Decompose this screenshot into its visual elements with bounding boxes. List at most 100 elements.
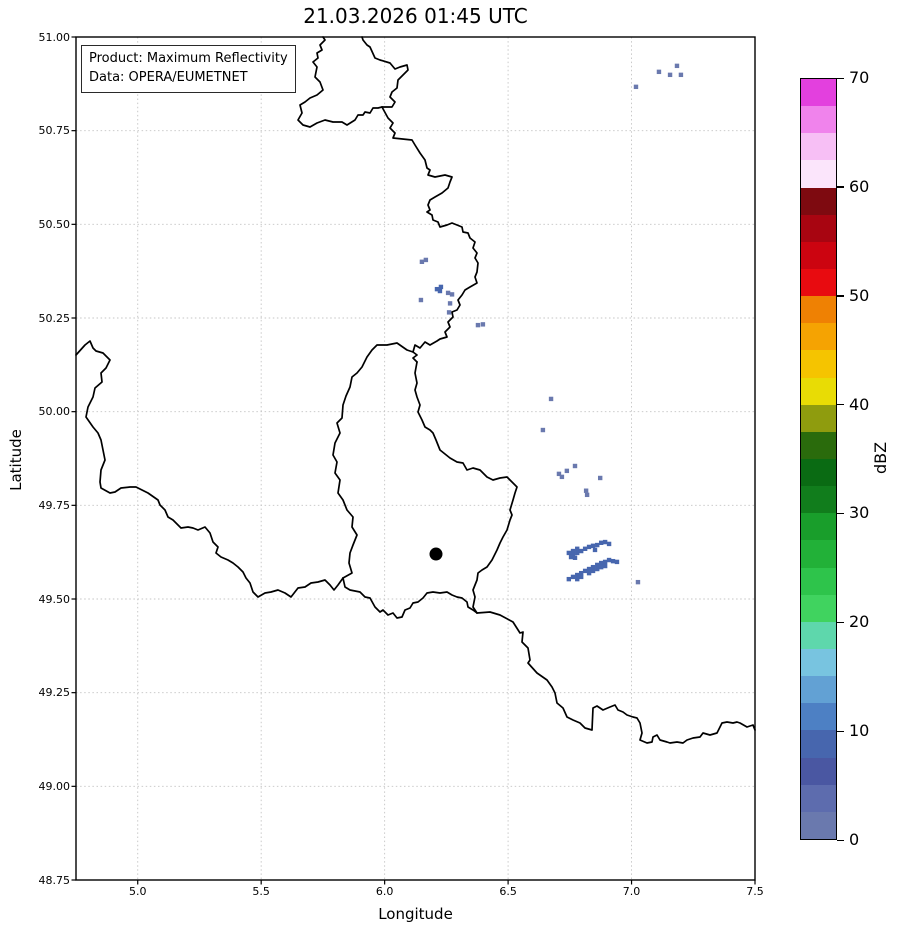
country-border — [476, 611, 756, 744]
radar-echo-pixel — [548, 396, 554, 402]
radar-echo-pixel — [635, 579, 641, 585]
x-axis-label: Longitude — [378, 905, 453, 923]
radar-echo-pixel — [614, 559, 620, 565]
radar-echo-pixel — [598, 540, 604, 545]
colorbar — [800, 78, 837, 840]
radar-echo-pixel — [598, 560, 604, 566]
product-info-line2: Data: OPERA/EUMETNET — [89, 69, 248, 85]
radar-echo-pixel — [586, 544, 592, 550]
radar-echo-pixel — [582, 546, 588, 551]
y-tick-label: 50.50 — [38, 217, 71, 231]
radar-echo-pixel — [583, 488, 589, 493]
radar-echo-pixel — [418, 297, 424, 303]
country-border — [332, 342, 414, 579]
radar-echo-pixel — [540, 427, 546, 433]
radar-echo-pixel — [570, 548, 576, 554]
colorbar-segment — [801, 350, 836, 378]
radar-echo-pixel — [584, 492, 590, 498]
radar-echo-pixel — [610, 558, 616, 564]
country-border — [75, 340, 344, 598]
colorbar-segment — [801, 133, 836, 161]
colorbar-segment — [801, 513, 836, 541]
radar-echo-pixel — [575, 572, 580, 578]
radar-echo-pixel — [633, 84, 639, 90]
radar-echo-pixel — [678, 72, 684, 78]
colorbar-tick-label: 20 — [849, 612, 870, 632]
radar-echo-pixel — [480, 322, 486, 327]
colorbar-label: dBZ — [871, 441, 890, 475]
radar-echo-pixel — [445, 290, 451, 296]
radar-echo-pixel — [674, 63, 680, 69]
y-tick-label: 49.00 — [38, 779, 71, 793]
colorbar-segment — [801, 431, 836, 460]
radar-echo-pixel — [556, 471, 562, 477]
radar-echo-pixel — [590, 564, 596, 570]
colorbar-tick-mark — [837, 404, 844, 406]
product-info-line1: Product: Maximum Reflectivity — [89, 51, 288, 66]
colorbar-tick-label: 10 — [849, 721, 870, 741]
y-tick-label: 49.50 — [38, 592, 71, 606]
radar-echo-pixel — [446, 310, 452, 315]
radar-echo-pixel — [586, 570, 592, 576]
country-border — [381, 106, 479, 363]
colorbar-segment — [801, 649, 836, 677]
colorbar-tick-label: 30 — [849, 503, 870, 523]
map-plot-area — [71, 36, 756, 885]
radar-echo-pixel — [582, 568, 588, 574]
radar-echo-pixel — [449, 292, 455, 297]
colorbar-tick-mark — [837, 621, 844, 624]
station-marker — [429, 547, 443, 561]
colorbar-tick-mark — [837, 77, 844, 79]
colorbar-segment — [801, 567, 836, 595]
radar-echo-pixel — [575, 576, 580, 582]
x-tick-label: 6.0 — [375, 885, 394, 898]
colorbar-segment — [801, 676, 836, 704]
radar-echo-pixel — [572, 555, 578, 560]
x-tick-label: 7.5 — [746, 885, 764, 898]
radar-echo-pixel — [419, 259, 425, 264]
colorbar-segment — [801, 811, 836, 839]
radar-echo-pixel — [437, 288, 443, 294]
colorbar-segment — [801, 269, 836, 297]
colorbar-segment — [801, 730, 836, 758]
colorbar-tick-mark — [837, 186, 844, 188]
radar-echo-pixel — [602, 559, 608, 565]
radar-echo-pixel — [570, 574, 576, 580]
colorbar-tick-mark — [837, 512, 844, 515]
y-tick-label: 49.25 — [38, 686, 71, 700]
colorbar-tick-label: 60 — [849, 176, 870, 196]
colorbar-tick-label: 40 — [849, 394, 870, 414]
figure-title: 21.03.2026 01:45 UTC — [303, 4, 528, 28]
colorbar-segment — [801, 784, 836, 812]
y-tick-label: 48.75 — [38, 873, 71, 887]
x-tick-label: 6.5 — [499, 885, 517, 898]
radar-echo-pixel — [572, 463, 578, 469]
colorbar-tick-label: 0 — [849, 830, 860, 849]
country-border — [361, 36, 409, 108]
colorbar-segment — [801, 404, 836, 432]
country-border — [414, 361, 518, 614]
radar-echo-pixel — [578, 570, 584, 576]
radar-echo-pixel — [598, 564, 604, 570]
radar-echo-pixel — [447, 301, 453, 306]
radar-echo-pixel — [564, 468, 570, 474]
colorbar-tick-mark — [837, 730, 844, 732]
x-tick-label: 5.5 — [252, 885, 270, 898]
colorbar-segment — [801, 214, 836, 242]
x-tick-label: 7.0 — [622, 885, 641, 898]
colorbar-segment — [801, 323, 836, 351]
country-border — [297, 36, 383, 128]
plot-frame — [75, 36, 756, 881]
radar-echo-pixel — [590, 543, 596, 548]
radar-echo-pixel — [602, 539, 608, 545]
radar-echo-pixel — [566, 576, 572, 582]
colorbar-segment — [801, 459, 836, 487]
radar-echo-pixel — [597, 475, 603, 481]
colorbar-segment — [801, 160, 836, 188]
radar-echo-pixel — [575, 550, 580, 556]
colorbar-tick-label: 50 — [849, 285, 870, 305]
radar-echo-pixel — [578, 548, 584, 554]
colorbar-segment — [801, 540, 836, 568]
colorbar-segment — [801, 187, 836, 215]
